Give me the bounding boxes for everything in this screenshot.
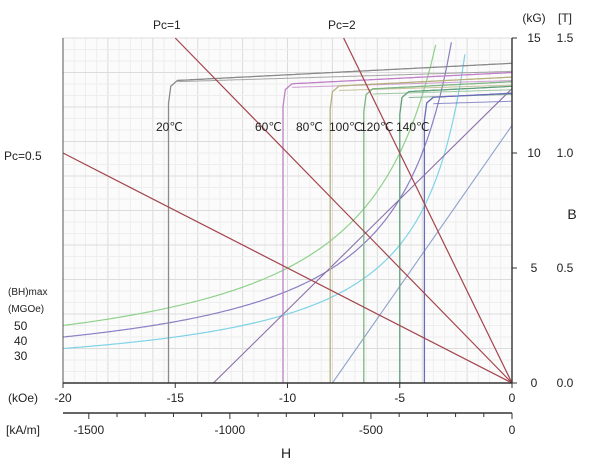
x-tick-label: 0	[509, 391, 516, 405]
x-axis-title: H	[281, 445, 291, 461]
y-tick-label: 0	[531, 376, 538, 390]
bh-curve-secondary	[372, 89, 512, 95]
extra-line	[213, 88, 513, 384]
labels: -20 -15 -10 -5 0 (kOe) -1500 -1000 -500 0 [kA/m] H 0…	[4, 11, 577, 461]
x-secondary-tick-label: -1500	[73, 423, 104, 437]
series-label: 140℃	[396, 120, 430, 134]
load-line-label: Pc=2	[328, 18, 356, 32]
energy-product-curve	[62, 44, 437, 327]
series-label: 60℃	[255, 120, 282, 134]
series-label: 80℃	[296, 120, 323, 134]
energy-product-unit: (MGOe)	[8, 304, 44, 315]
x-tick-label: -10	[279, 391, 297, 405]
load-line-label: Pc=1	[153, 18, 181, 32]
bh-curve	[167, 62, 513, 383]
y-secondary-tick-label: 0.0	[557, 376, 574, 390]
extra-line	[331, 125, 513, 384]
y-secondary-unit-label: [T]	[558, 11, 572, 25]
bh-curve-secondary	[291, 80, 512, 88]
bh-curve	[282, 71, 513, 383]
energy-product-label: 50	[14, 319, 28, 333]
bh-curve	[399, 85, 513, 383]
y-axis-title: B	[567, 206, 576, 222]
load-line	[174, 37, 513, 384]
energy-product-label: 30	[14, 349, 28, 363]
x-secondary-tick-label: 0	[509, 423, 516, 437]
bh-curve	[329, 76, 513, 383]
load-line-label: Pc=0.5	[4, 149, 42, 163]
y-secondary-tick-label: 0.5	[557, 261, 574, 275]
x-secondary-unit-label: [kA/m]	[6, 423, 40, 437]
axes	[62, 37, 517, 419]
bh-curve-secondary	[177, 70, 513, 83]
energy-product-curve	[62, 42, 452, 338]
energy-product-curve	[62, 54, 466, 350]
y-tick-label: 10	[527, 146, 541, 160]
x-tick-label: -20	[54, 391, 72, 405]
y-tick-label: 15	[527, 31, 541, 45]
series-label: 100℃	[329, 120, 363, 134]
series-label: 20℃	[156, 120, 183, 134]
bh-curve	[363, 81, 513, 383]
extra-lines	[213, 88, 513, 384]
x-secondary-tick-label: -1000	[215, 423, 246, 437]
x-unit-label: (kOe)	[8, 391, 38, 405]
load-line	[343, 37, 513, 384]
y-tick-label: 5	[531, 261, 538, 275]
x-tick-label: -5	[394, 391, 405, 405]
y-secondary-tick-label: 1.0	[557, 146, 574, 160]
load-lines	[62, 37, 513, 384]
y-unit-label: (kG)	[522, 11, 545, 25]
energy-product-curves	[62, 42, 466, 350]
y-secondary-tick-label: 1.5	[557, 31, 574, 45]
x-secondary-tick-label: -500	[359, 423, 383, 437]
series-label: 120℃	[360, 120, 394, 134]
energy-product-header: (BH)max	[8, 287, 47, 298]
bh-curve-secondary	[433, 100, 512, 105]
bh-curve	[423, 92, 513, 383]
energy-product-label: 40	[14, 334, 28, 348]
x-tick-label: -15	[167, 391, 185, 405]
load-line	[62, 152, 513, 384]
bh-curve-secondary	[339, 84, 513, 91]
bh-curves	[167, 62, 513, 383]
